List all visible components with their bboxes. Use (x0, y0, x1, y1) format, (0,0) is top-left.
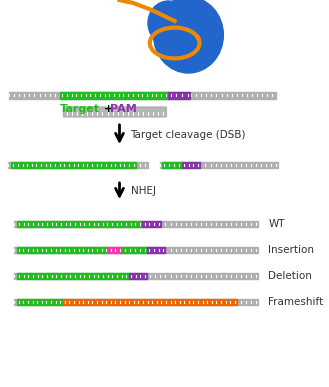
Bar (129, 273, 147, 276)
Bar (182, 162, 200, 164)
Bar (122, 250, 147, 253)
Text: Target: Target (60, 104, 100, 114)
Bar (16, 247, 109, 250)
Bar (109, 250, 122, 253)
Text: NHEJ: NHEJ (131, 186, 156, 196)
Bar (8, 162, 148, 164)
Bar (16, 276, 129, 279)
Bar (160, 166, 278, 168)
Bar (162, 166, 182, 168)
Bar (16, 303, 63, 305)
Bar (11, 166, 136, 168)
Bar (129, 276, 147, 279)
Bar (182, 166, 200, 168)
Bar (9, 91, 276, 94)
Bar (162, 162, 182, 164)
Circle shape (154, 0, 223, 73)
Bar (14, 303, 258, 305)
Bar (14, 250, 258, 253)
Bar (142, 224, 161, 227)
Bar (8, 166, 148, 168)
Bar (16, 224, 142, 227)
Bar (16, 273, 129, 276)
Bar (168, 96, 190, 99)
Text: Deletion: Deletion (268, 271, 312, 281)
Text: PAM: PAM (110, 104, 137, 114)
Text: WT: WT (268, 219, 285, 229)
Bar (142, 221, 161, 224)
Bar (14, 247, 258, 250)
Text: +: + (104, 104, 113, 114)
Bar (147, 250, 165, 253)
Text: Frameshift: Frameshift (268, 297, 324, 307)
Bar (168, 91, 190, 94)
Circle shape (148, 1, 189, 45)
FancyBboxPatch shape (63, 107, 166, 117)
Bar (9, 96, 276, 99)
Bar (122, 247, 147, 250)
Bar (109, 247, 122, 250)
Text: Insertion: Insertion (268, 245, 315, 255)
Bar (16, 221, 142, 224)
Bar (160, 162, 278, 164)
Bar (14, 224, 258, 227)
Bar (63, 299, 237, 301)
Text: Target cleavage (DSB): Target cleavage (DSB) (131, 130, 246, 139)
Bar (11, 162, 136, 164)
Bar (147, 247, 165, 250)
Bar (16, 299, 63, 301)
Bar (14, 276, 258, 279)
Bar (14, 299, 258, 301)
Bar (60, 96, 168, 99)
Bar (60, 91, 168, 94)
Bar (14, 273, 258, 276)
Bar (14, 221, 258, 224)
Bar (63, 303, 237, 305)
Bar (16, 250, 109, 253)
